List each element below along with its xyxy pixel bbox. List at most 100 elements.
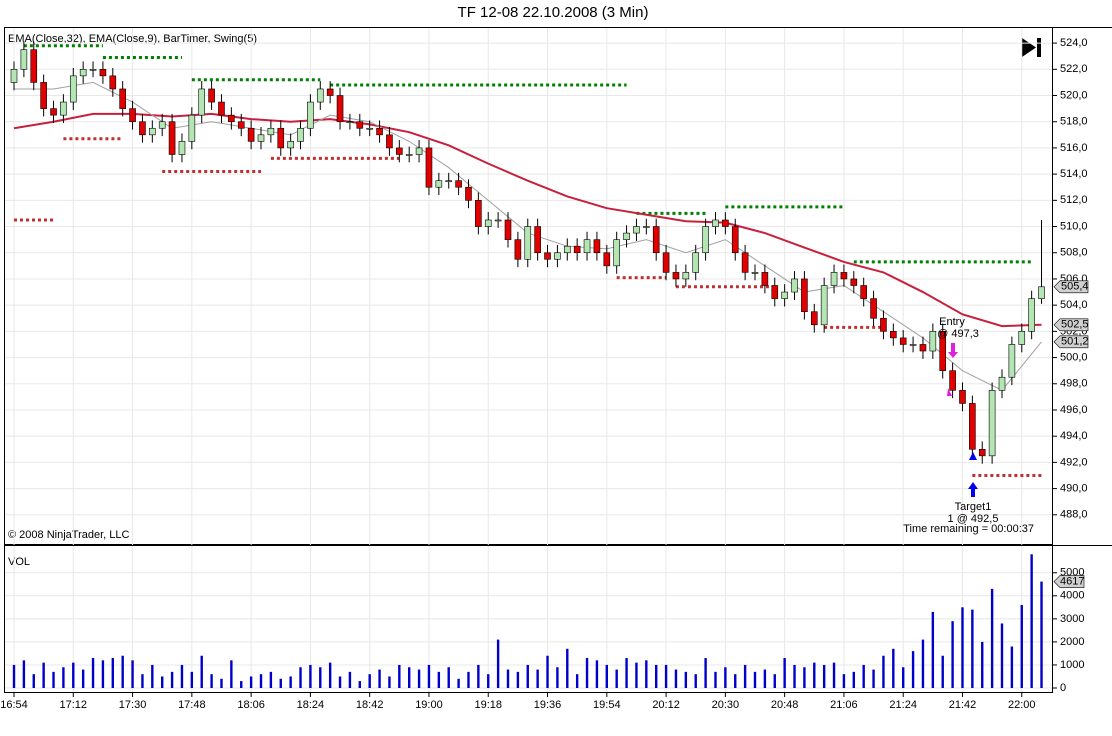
y-tick-label: 510,0 <box>1060 220 1088 232</box>
y-tick-label: 500,0 <box>1060 351 1088 363</box>
volume-bar <box>506 669 510 688</box>
candle-body <box>662 252 670 273</box>
x-tick-label: 16:54 <box>0 699 28 711</box>
candle-body <box>129 108 136 123</box>
chart-title: TF 12-08 22.10.2008 (3 Min) <box>458 4 649 21</box>
candle-body <box>504 219 512 240</box>
y-tick-label: 494,0 <box>1060 430 1088 442</box>
price-tag <box>1053 318 1089 332</box>
volume-bar <box>664 664 668 688</box>
candle-body <box>386 134 393 149</box>
candle-body <box>30 49 38 83</box>
candle-body <box>415 147 423 155</box>
volume-bar <box>42 662 45 688</box>
volume-bar <box>793 664 796 688</box>
candle-body <box>672 272 680 280</box>
x-tick-label: 20:30 <box>712 699 740 711</box>
volume-bar <box>309 664 312 688</box>
candle-body <box>781 291 788 299</box>
volume-bar <box>832 662 836 688</box>
volume-bar <box>743 664 747 688</box>
play-bar[interactable] <box>1037 38 1041 57</box>
candle-body <box>712 219 719 227</box>
volume-bar <box>605 664 608 688</box>
candle-body <box>959 390 966 404</box>
entry-arrow <box>948 343 958 358</box>
price-tag-label: 505,4 <box>1061 281 1089 293</box>
volume-bar <box>131 660 134 688</box>
candle-body <box>366 127 373 130</box>
volume-bar <box>674 669 678 688</box>
candle-body <box>633 226 640 234</box>
candle-body <box>109 75 117 90</box>
volume-bar <box>328 662 332 688</box>
volume-bar <box>595 660 599 688</box>
candle-body <box>60 101 67 116</box>
candle-body <box>761 272 769 286</box>
candle-body <box>218 101 225 116</box>
y-tick-label: 492,0 <box>1060 456 1088 468</box>
candle-body <box>119 88 126 109</box>
candle-body <box>405 154 413 156</box>
candle-body <box>178 141 186 155</box>
volume-bar <box>220 678 223 688</box>
x-tick-label: 17:30 <box>119 699 147 711</box>
candle-body <box>969 403 976 450</box>
volume-bar <box>338 676 342 688</box>
candle-body <box>643 226 650 228</box>
y-tick-label: 518,0 <box>1060 116 1088 128</box>
volume-bar <box>12 664 16 688</box>
candle-body <box>771 285 779 299</box>
volume-bar <box>457 678 460 688</box>
volume-bar <box>556 667 559 688</box>
x-tick-label: 18:24 <box>297 699 325 711</box>
volume-bar <box>259 674 263 688</box>
volume-bar <box>753 671 757 688</box>
candle-body <box>593 239 601 254</box>
volume-bar <box>319 667 322 688</box>
volume-bar <box>170 671 174 688</box>
candle-body <box>297 127 304 142</box>
x-tick-label: 21:06 <box>830 699 858 711</box>
volume-bar <box>882 655 885 688</box>
candle-body <box>919 344 927 352</box>
volume-bar <box>447 667 450 688</box>
candle-body <box>929 331 937 352</box>
candle-body <box>287 141 294 149</box>
candle-body <box>188 114 196 142</box>
candle-body <box>455 180 462 188</box>
candle-body <box>791 278 798 293</box>
y-tick-label: 522,0 <box>1060 63 1088 75</box>
candle-body <box>10 69 18 83</box>
volume-bar <box>961 607 964 688</box>
candle-body <box>1008 344 1016 378</box>
volume-bar <box>526 664 529 688</box>
volume-bar <box>852 671 855 688</box>
candle-body <box>514 239 522 260</box>
candle-body <box>326 88 334 96</box>
candle-body <box>840 272 848 280</box>
candle-body <box>465 186 472 201</box>
volume-bar <box>52 671 55 688</box>
candle-body <box>870 298 877 319</box>
price-tag-label: 502,5 <box>1061 319 1089 331</box>
volume-bar <box>1020 605 1023 688</box>
volume-bar <box>269 671 273 688</box>
candle-body <box>880 317 887 332</box>
candle-body <box>336 95 344 123</box>
candle-body <box>307 101 314 129</box>
candle-body <box>554 252 561 260</box>
target-detail: 1 @ 492,5 <box>948 513 999 525</box>
target-label: Target1 <box>955 501 992 513</box>
volume-bar <box>585 658 589 688</box>
candle-body <box>890 331 897 339</box>
volume-tag <box>1053 575 1085 588</box>
volume-bar <box>566 648 569 688</box>
x-tick-label: 18:42 <box>356 699 384 711</box>
candle-body <box>830 272 838 286</box>
candle-body <box>247 127 255 142</box>
candle-body <box>40 82 47 109</box>
volume-title: VOL <box>8 556 30 568</box>
candle-body <box>573 245 581 254</box>
volume-bar <box>645 660 648 688</box>
